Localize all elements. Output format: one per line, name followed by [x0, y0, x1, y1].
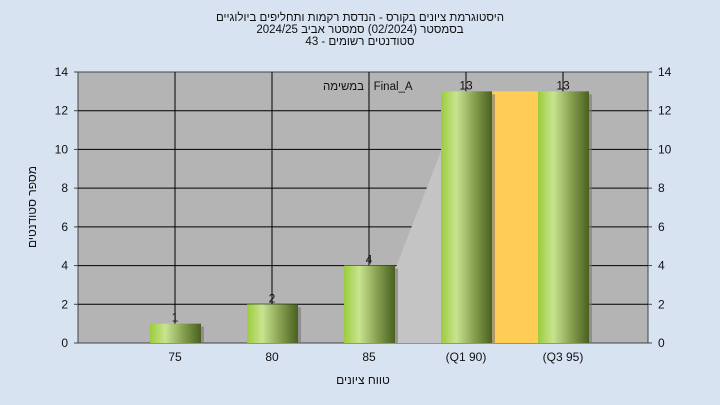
data-label: 2	[269, 291, 276, 305]
y-tick-label-left: 2	[61, 297, 68, 311]
y-tick-label-left: 10	[55, 142, 69, 156]
x-tick-label: 85	[362, 350, 376, 364]
transition-shade	[395, 151, 441, 343]
y-tick-label-left: 8	[61, 181, 68, 195]
y-tick-label-right: 14	[658, 65, 672, 79]
chart-title-line-2: בסמסטר (02/2024) סמסטר אביב 2024/25	[256, 24, 464, 36]
bar	[441, 91, 492, 343]
y-tick-label-right: 4	[658, 259, 665, 273]
bar	[538, 91, 589, 343]
x-tick-label: (Q3 95)	[543, 350, 584, 364]
bar	[150, 323, 201, 343]
data-label: 13	[556, 78, 570, 92]
y-tick-label-left: 14	[55, 65, 69, 79]
y-tick-label-right: 2	[658, 297, 665, 311]
y-tick-label-left: 4	[61, 259, 68, 273]
x-tick-label: (Q1 90)	[446, 350, 487, 364]
data-label: 4	[366, 253, 373, 267]
data-label: 1	[172, 311, 179, 325]
chart-title-line-3: סטודנטים רשומים - 43	[305, 36, 415, 48]
x-tick-label: 75	[168, 350, 182, 364]
data-label: 13	[459, 78, 473, 92]
y-tick-label-left: 6	[61, 220, 68, 234]
annotation: במשימה : Final_A	[323, 81, 413, 93]
y-tick-label-left: 0	[61, 336, 68, 350]
y-tick-label-left: 12	[55, 104, 69, 118]
y-tick-label-right: 6	[658, 220, 665, 234]
x-tick-label: 80	[265, 350, 279, 364]
bar	[247, 304, 298, 343]
y-tick-label-right: 12	[658, 104, 672, 118]
bar	[344, 265, 395, 343]
x-axis-label: טווח ציונים	[336, 373, 390, 387]
chart-title-line-1: היסטוגרמת ציונים בקורס - הנדסת רקמות ותח…	[215, 12, 504, 24]
y-tick-label-right: 0	[658, 336, 665, 350]
y-axis-label: מספר סטודנטים	[25, 166, 39, 248]
y-tick-label-right: 10	[658, 142, 672, 156]
y-tick-label-right: 8	[658, 181, 665, 195]
interquartile-band	[492, 91, 538, 343]
